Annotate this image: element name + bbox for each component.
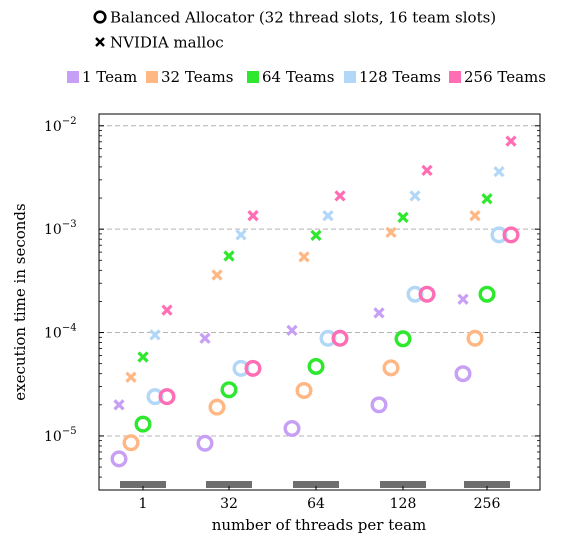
- nvidia-malloc-point: [385, 226, 397, 239]
- nvidia-malloc-point: [421, 164, 433, 177]
- nvidia-malloc-point: [286, 324, 298, 336]
- balanced-allocator-point: [331, 329, 349, 347]
- legend-nvidia-malloc-label: NVIDIA malloc: [110, 34, 224, 52]
- balanced-allocator-point: [478, 285, 496, 303]
- legend-label-256-teams: 256 Teams: [464, 68, 546, 86]
- x-axis-title: number of threads per team: [212, 516, 427, 534]
- x-tick-label: 256: [474, 496, 501, 512]
- legend-balanced-allocator: Balanced Allocator (32 thread slots, 16 …: [93, 9, 496, 27]
- balanced-allocator-point: [394, 330, 412, 348]
- nvidia-malloc-point: [161, 304, 173, 316]
- x-category-bar: [120, 481, 166, 488]
- nvidia-malloc-point: [247, 210, 259, 222]
- nvidia-malloc-point: [149, 329, 161, 341]
- balanced-allocator-point: [370, 396, 388, 414]
- balanced-allocator-point: [454, 365, 472, 383]
- nvidia-malloc-point: [235, 229, 247, 241]
- balanced-allocator-point: [382, 359, 400, 377]
- y-tick-label: 10−2: [44, 116, 77, 135]
- nvidia-malloc-point: [493, 166, 505, 178]
- balanced-allocator-point: [244, 359, 262, 377]
- x-category-bar: [464, 481, 510, 488]
- y-tick-label: 10−4: [44, 323, 77, 342]
- legend-cross-icon: [95, 37, 105, 47]
- balanced-allocator-point: [418, 285, 436, 303]
- balanced-allocator-point: [110, 450, 128, 468]
- legend-label-32-teams: 32 Teams: [161, 68, 233, 86]
- nvidia-malloc-point: [334, 190, 346, 202]
- balanced-allocator-point: [283, 420, 301, 438]
- x-category-bar: [293, 481, 339, 488]
- plot-frame: [98, 113, 541, 491]
- nvidia-malloc-point: [373, 307, 385, 319]
- nvidia-malloc-point: [137, 351, 149, 363]
- y-tick-label: 10−5: [44, 426, 77, 445]
- nvidia-malloc-point: [223, 250, 235, 262]
- nvidia-malloc-point: [125, 371, 137, 383]
- legend-swatch-256-teams: [449, 71, 461, 83]
- x-tick-label: 64: [307, 496, 325, 512]
- balanced-allocator-point: [502, 226, 520, 244]
- nvidia-malloc-point: [457, 293, 469, 305]
- y-axis-ticks: 10−5 10−4 10−3 10−2: [44, 116, 540, 491]
- x-tick-label: 32: [220, 496, 238, 512]
- nvidia-malloc-point: [322, 210, 334, 222]
- nvidia-malloc-point: [505, 135, 517, 147]
- legend-balanced-allocator-label: Balanced Allocator (32 thread slots, 16 …: [110, 9, 496, 27]
- balanced-allocator-point: [158, 388, 176, 406]
- legend-label-1-team: 1 Team: [82, 68, 137, 86]
- legend-swatch-32-teams: [146, 71, 158, 83]
- legend-label-128-teams: 128 Teams: [359, 68, 441, 86]
- legend-swatch-64-teams: [247, 71, 259, 83]
- x-category-bar: [206, 481, 252, 488]
- grid-lines: [99, 125, 540, 437]
- balanced-allocator-point: [122, 434, 140, 452]
- legend-nvidia-malloc: NVIDIA malloc: [95, 34, 224, 52]
- balanced-allocator-point: [295, 382, 313, 400]
- nvidia-malloc-point: [298, 251, 310, 263]
- nvidia-malloc-point: [409, 190, 421, 202]
- nvidia-malloc-point: [113, 399, 125, 411]
- legend-circle-icon: [93, 10, 107, 24]
- balanced-allocator-point: [466, 329, 484, 347]
- legend-swatch-1-team: [67, 71, 79, 83]
- balanced-allocator-point: [220, 381, 238, 399]
- x-category-bar: [380, 481, 426, 488]
- marker-legend: Balanced Allocator (32 thread slots, 16 …: [93, 9, 496, 52]
- balanced-allocator-point: [307, 357, 325, 375]
- legend-swatch-128-teams: [344, 71, 356, 83]
- x-tick-label: 128: [390, 496, 417, 512]
- nvidia-malloc-point: [310, 229, 322, 242]
- data-marks: [110, 135, 520, 468]
- x-tick-label: 1: [139, 496, 148, 512]
- y-tick-label: 10−3: [44, 219, 77, 238]
- x-axis-ticks: 1 32 64 128 256: [120, 481, 510, 512]
- nvidia-malloc-point: [211, 269, 223, 281]
- y-axis-title: execution time in seconds: [11, 203, 29, 400]
- legend-label-64-teams: 64 Teams: [262, 68, 334, 86]
- nvidia-malloc-point: [481, 193, 493, 205]
- balanced-allocator-point: [208, 398, 226, 416]
- balanced-allocator-point: [196, 434, 214, 452]
- series-legend: 1 Team 32 Teams 64 Teams 128 Teams 256 T…: [67, 68, 546, 86]
- nvidia-malloc-point: [469, 210, 481, 222]
- nvidia-malloc-point: [397, 211, 409, 224]
- nvidia-malloc-point: [199, 332, 211, 344]
- balanced-allocator-point: [134, 415, 152, 433]
